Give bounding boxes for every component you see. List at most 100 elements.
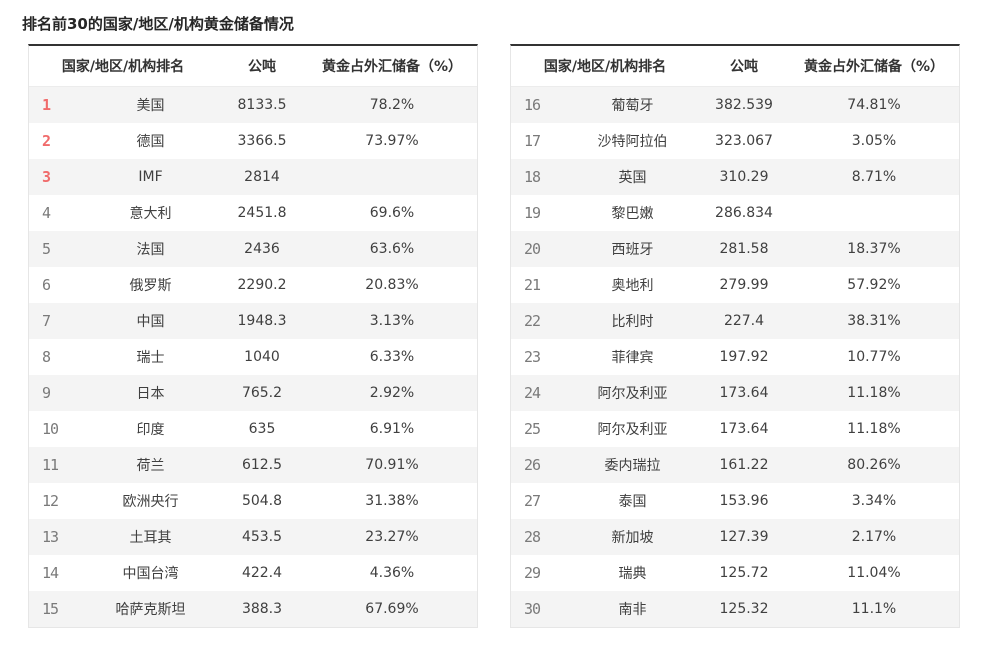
rank-cell: 13 — [42, 528, 59, 546]
rank-cell: 4 — [42, 204, 51, 222]
country-name-cell: 委内瑞拉 — [604, 458, 661, 474]
table-row: 24 阿尔及利亚 173.64 11.18% — [511, 375, 959, 411]
gold-fx-pct-cell: 74.81% — [847, 97, 901, 113]
rank-cell: 23 — [524, 348, 541, 366]
tables-container: 国家/地区/机构排名 公吨 黄金占外汇储备（%） 1 美国 8133.5 78.2% 2… — [0, 44, 989, 628]
country-name-cell: 阿尔及利亚 — [597, 386, 668, 402]
country-name-cell: 瑞典 — [618, 566, 647, 582]
tonnes-cell: 281.58 — [719, 241, 769, 257]
tonnes-cell: 1948.3 — [237, 313, 287, 329]
gold-fx-pct-cell: 31.38% — [365, 493, 419, 509]
table-row: 16 葡萄牙 382.539 74.81% — [511, 87, 959, 123]
tonnes-cell: 173.64 — [719, 421, 769, 437]
rank-cell: 14 — [42, 564, 59, 582]
tonnes-cell: 612.5 — [241, 457, 283, 473]
rank-cell: 18 — [524, 168, 541, 186]
column-header-rank-name: 国家/地区/机构排名 — [61, 59, 185, 75]
tonnes-cell: 227.4 — [723, 313, 765, 329]
table-row: 20 西班牙 281.58 18.37% — [511, 231, 959, 267]
table-row: 23 菲律宾 197.92 10.77% — [511, 339, 959, 375]
country-name-cell: 俄罗斯 — [129, 278, 172, 294]
country-name-cell: 中国 — [136, 314, 165, 330]
tonnes-cell: 453.5 — [241, 529, 283, 545]
tonnes-cell: 635 — [248, 421, 276, 437]
table-row: 29 瑞典 125.72 11.04% — [511, 555, 959, 591]
table-row: 19 黎巴嫩 286.834 — [511, 195, 959, 231]
gold-fx-pct-cell: 2.92% — [369, 385, 415, 401]
tonnes-cell: 197.92 — [719, 349, 769, 365]
table-row: 6 俄罗斯 2290.2 20.83% — [29, 267, 477, 303]
country-name-cell: 英国 — [618, 170, 647, 186]
gold-fx-pct-cell: 80.26% — [847, 457, 901, 473]
table-row: 27 泰国 153.96 3.34% — [511, 483, 959, 519]
gold-fx-pct-cell: 63.6% — [369, 241, 415, 257]
table-row: 26 委内瑞拉 161.22 80.26% — [511, 447, 959, 483]
rank-cell: 10 — [42, 420, 59, 438]
tonnes-cell: 8133.5 — [237, 97, 287, 113]
tonnes-cell: 125.72 — [719, 565, 769, 581]
gold-fx-pct-cell: 73.97% — [365, 133, 419, 149]
rank-cell: 17 — [524, 132, 541, 150]
table-header-row: 国家/地区/机构排名 公吨 黄金占外汇储备（%） — [511, 46, 959, 87]
table-row: 18 英国 310.29 8.71% — [511, 159, 959, 195]
rank-cell: 21 — [524, 276, 541, 294]
country-name-cell: 菲律宾 — [611, 350, 654, 366]
gold-fx-pct-cell: 67.69% — [365, 601, 419, 617]
gold-fx-pct-cell: 2.17% — [851, 529, 897, 545]
rank-cell: 8 — [42, 348, 51, 366]
table-row: 10 印度 635 6.91% — [29, 411, 477, 447]
tonnes-cell: 323.067 — [715, 133, 773, 149]
gold-fx-pct-cell: 11.1% — [851, 601, 897, 617]
table-row: 2 德国 3366.5 73.97% — [29, 123, 477, 159]
gold-fx-pct-cell: 69.6% — [369, 205, 415, 221]
tonnes-cell: 2436 — [244, 241, 280, 257]
tonnes-cell: 382.539 — [715, 97, 773, 113]
gold-fx-pct-cell: 3.13% — [369, 313, 415, 329]
gold-fx-pct-cell: 20.83% — [365, 277, 419, 293]
table-row: 14 中国台湾 422.4 4.36% — [29, 555, 477, 591]
tonnes-cell: 765.2 — [241, 385, 283, 401]
rank-cell: 9 — [42, 384, 51, 402]
table-row: 13 土耳其 453.5 23.27% — [29, 519, 477, 555]
table-row: 7 中国 1948.3 3.13% — [29, 303, 477, 339]
rank-cell: 5 — [42, 240, 51, 258]
tonnes-cell: 286.834 — [715, 205, 773, 221]
table-body: 16 葡萄牙 382.539 74.81% 17 沙特阿拉伯 323.067 3.05% 18 英… — [511, 87, 959, 627]
rank-cell: 15 — [42, 600, 59, 618]
column-header-gold-fx-pct: 黄金占外汇储备（%） — [321, 59, 463, 75]
gold-fx-pct-cell: 3.05% — [851, 133, 897, 149]
rank-cell: 29 — [524, 564, 541, 582]
rank-cell: 24 — [524, 384, 541, 402]
country-name-cell: 荷兰 — [136, 458, 165, 474]
country-name-cell: 葡萄牙 — [611, 98, 654, 114]
tonnes-cell: 3366.5 — [237, 133, 287, 149]
gold-fx-pct-cell: 18.37% — [847, 241, 901, 257]
table-header-row: 国家/地区/机构排名 公吨 黄金占外汇储备（%） — [29, 46, 477, 87]
country-name-cell: 奥地利 — [611, 278, 654, 294]
table-row: 28 新加坡 127.39 2.17% — [511, 519, 959, 555]
country-name-cell: 南非 — [618, 602, 647, 618]
gold-reserves-table-ranks-16-30: 国家/地区/机构排名 公吨 黄金占外汇储备（%） 16 葡萄牙 382.539 74.… — [510, 44, 960, 628]
gold-fx-pct-cell: 3.34% — [851, 493, 897, 509]
rank-cell: 20 — [524, 240, 541, 258]
rank-cell: 25 — [524, 420, 541, 438]
tonnes-cell: 153.96 — [719, 493, 769, 509]
tonnes-cell: 310.29 — [719, 169, 769, 185]
table-row: 15 哈萨克斯坦 388.3 67.69% — [29, 591, 477, 627]
gold-fx-pct-cell: 78.2% — [369, 97, 415, 113]
country-name-cell: 新加坡 — [611, 530, 654, 546]
rank-cell: 22 — [524, 312, 541, 330]
tonnes-cell: 127.39 — [719, 529, 769, 545]
rank-cell: 3 — [42, 168, 51, 186]
gold-fx-pct-cell: 57.92% — [847, 277, 901, 293]
tonnes-cell: 173.64 — [719, 385, 769, 401]
rank-cell: 30 — [524, 600, 541, 618]
country-name-cell: 德国 — [136, 134, 165, 150]
table-row: 30 南非 125.32 11.1% — [511, 591, 959, 627]
gold-fx-pct-cell: 23.27% — [365, 529, 419, 545]
rank-cell: 1 — [42, 96, 51, 114]
table-row: 25 阿尔及利亚 173.64 11.18% — [511, 411, 959, 447]
country-name-cell: 西班牙 — [611, 242, 654, 258]
table-row: 3 IMF 2814 — [29, 159, 477, 195]
gold-fx-pct-cell: 11.04% — [847, 565, 901, 581]
